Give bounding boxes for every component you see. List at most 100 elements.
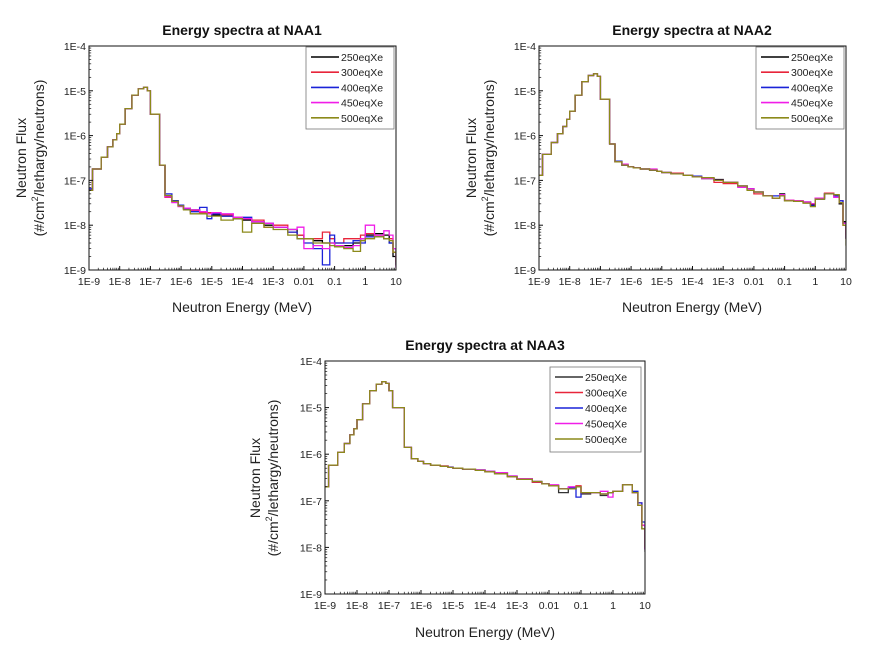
legend-item: 300eqXe	[555, 388, 627, 400]
y-tick-label: 1E-7	[64, 175, 86, 187]
legend: 250eqXe 300eqXe 400eqXe 450eqXe 500eqXe	[549, 366, 642, 453]
legend-item: 400eqXe	[555, 403, 627, 415]
x-tick-label: 1	[812, 276, 818, 288]
x-tick-label: 1	[610, 600, 616, 612]
x-tick-label: 1E-4	[681, 276, 703, 288]
series-line-500eqXe	[89, 86, 396, 265]
y-axis-label: Neutron Flux (#/cm2/lethargy/neutrons)	[13, 80, 47, 237]
chart-panel-naa1: Energy spectra at NAA1 Neutron Flux (#/c…	[13, 22, 402, 315]
x-tick-label: 1E-7	[139, 276, 161, 288]
x-tick-label: 1E-9	[528, 276, 550, 288]
x-tick-label: 0.1	[327, 276, 342, 288]
x-tick-label: 0.01	[744, 276, 765, 288]
legend: 250eqXe 300eqXe 400eqXe 450eqXe 500eqXe	[755, 46, 845, 130]
y-tick-label: 1E-4	[300, 356, 322, 368]
legend-label: 250eqXe	[341, 52, 383, 64]
x-tick-label: 1E-5	[442, 600, 464, 612]
legend-item: 450eqXe	[311, 98, 383, 110]
x-axis-label: Neutron Energy (MeV)	[172, 299, 312, 315]
x-tick-label: 1	[362, 276, 368, 288]
y-tick-label: 1E-6	[300, 449, 322, 461]
legend-label: 300eqXe	[341, 67, 383, 79]
legend-item: 250eqXe	[555, 372, 627, 384]
x-tick-label: 10	[639, 600, 651, 612]
y-tick-label: 1E-8	[514, 220, 536, 232]
y-axis-label-line2: (#/cm2/lethargy/neutrons)	[264, 400, 281, 557]
y-axis-label-unit-sup: 2	[30, 196, 40, 201]
x-tick-label: 1E-6	[620, 276, 642, 288]
x-tick-label: 1E-9	[78, 276, 100, 288]
legend-label: 500eqXe	[791, 113, 833, 125]
y-tick-label: 1E-6	[514, 131, 536, 143]
y-tick-label: 1E-4	[64, 41, 86, 53]
series-line-500eqXe	[539, 73, 846, 246]
x-tick-label: 10	[840, 276, 852, 288]
x-tick-label: 1E-8	[109, 276, 131, 288]
series-group	[89, 86, 396, 269]
x-tick-label: 1E-7	[378, 600, 400, 612]
y-axis-label-unit-post: /lethargy/neutrons)	[481, 80, 497, 197]
x-tick-label: 1E-8	[346, 600, 368, 612]
y-axis-label-line2: (#/cm2/lethargy/neutrons)	[30, 80, 47, 237]
x-tick-label: 1E-6	[410, 600, 432, 612]
y-axis-label-line1: Neutron Flux	[463, 118, 479, 198]
x-tick-label: 1E-5	[651, 276, 673, 288]
legend: 250eqXe 300eqXe 400eqXe 450eqXe 500eqXe	[305, 46, 395, 130]
y-axis-label-unit-post: /lethargy/neutrons)	[265, 400, 281, 517]
x-tick-label: 1E-4	[231, 276, 253, 288]
x-axis-label: Neutron Energy (MeV)	[415, 624, 555, 640]
series-group	[325, 381, 645, 552]
x-tick-label: 1E-6	[170, 276, 192, 288]
legend-item: 300eqXe	[761, 67, 833, 79]
x-tick-label: 1E-3	[506, 600, 528, 612]
y-tick-label: 1E-7	[514, 175, 536, 187]
chart-panel-naa2: Energy spectra at NAA2 Neutron Flux (#/c…	[463, 22, 852, 315]
legend-box	[549, 366, 642, 453]
legend-item: 250eqXe	[761, 52, 833, 64]
y-tick-label: 1E-8	[300, 542, 322, 554]
chart-title: Energy spectra at NAA3	[405, 337, 565, 353]
x-tick-label: 1E-4	[474, 600, 496, 612]
series-line-500eqXe	[325, 381, 645, 548]
y-axis-label-unit-pre: (#/cm	[31, 201, 47, 236]
y-tick-label: 1E-5	[300, 403, 322, 415]
x-tick-label: 1E-8	[559, 276, 581, 288]
x-tick-label: 10	[390, 276, 402, 288]
y-axis-label: Neutron Flux (#/cm2/lethargy/neutrons)	[463, 80, 497, 237]
y-axis-label-line1: Neutron Flux	[13, 118, 29, 198]
legend-item: 500eqXe	[761, 113, 833, 125]
y-axis-label-unit-pre: (#/cm	[265, 521, 281, 556]
legend-label: 400eqXe	[341, 82, 383, 94]
legend-label: 300eqXe	[791, 67, 833, 79]
legend-item: 500eqXe	[555, 434, 627, 446]
x-tick-label: 1E-5	[201, 276, 223, 288]
legend-label: 300eqXe	[585, 388, 627, 400]
legend-label: 450eqXe	[585, 419, 627, 431]
x-tick-label: 1E-3	[712, 276, 734, 288]
legend-item: 400eqXe	[311, 82, 383, 94]
chart-title: Energy spectra at NAA2	[612, 22, 772, 38]
legend-label: 450eqXe	[791, 98, 833, 110]
legend-item: 450eqXe	[761, 98, 833, 110]
legend-label: 500eqXe	[341, 113, 383, 125]
legend-item: 500eqXe	[311, 113, 383, 125]
y-tick-label: 1E-8	[64, 220, 86, 232]
x-tick-label: 1E-3	[262, 276, 284, 288]
y-tick-label: 1E-9	[300, 589, 322, 601]
y-tick-label: 1E-6	[64, 131, 86, 143]
y-tick-label: 1E-5	[514, 86, 536, 98]
y-tick-label: 1E-9	[64, 265, 86, 277]
legend-label: 400eqXe	[791, 82, 833, 94]
y-tick-label: 1E-5	[64, 86, 86, 98]
legend-label: 500eqXe	[585, 434, 627, 446]
legend-label: 450eqXe	[341, 98, 383, 110]
y-axis-label-unit-sup: 2	[480, 196, 490, 201]
y-axis-label-unit-sup: 2	[264, 516, 274, 521]
x-tick-label: 1E-7	[589, 276, 611, 288]
y-axis-label-unit-pre: (#/cm	[481, 201, 497, 236]
y-axis-label-unit-post: /lethargy/neutrons)	[31, 80, 47, 197]
x-tick-label: 0.1	[574, 600, 589, 612]
y-axis-label-line1: Neutron Flux	[247, 438, 263, 518]
legend-item: 400eqXe	[761, 82, 833, 94]
